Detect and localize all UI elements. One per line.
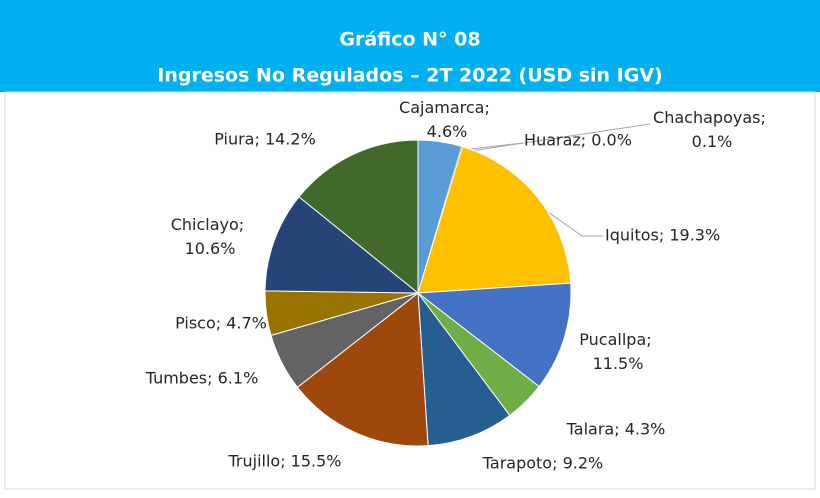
data-label: Chachapoyas; 0.1% — [653, 108, 771, 151]
data-label-line: Chachapoyas; — [653, 108, 771, 127]
data-label: Pisco; 4.7% — [175, 314, 267, 333]
data-label: Chiclayo; 10.6% — [171, 215, 250, 258]
pie-slice — [296, 292, 429, 447]
chart-subtitle: Ingresos No Regulados – 2T 2022 (USD sin… — [157, 65, 662, 87]
data-label: Tarapoto; 9.2% — [482, 454, 603, 473]
data-label: Cajamarca; 4.6% — [399, 98, 495, 141]
data-label: Tumbes; 6.1% — [145, 369, 259, 388]
pie-slice — [416, 282, 572, 388]
data-label: Talara; 4.3% — [566, 420, 666, 439]
data-label-line: Pucallpa; — [579, 330, 656, 349]
data-label-line: Chiclayo; — [171, 215, 250, 234]
data-label-line: 4.6% — [427, 122, 468, 141]
data-label-line: 0.1% — [692, 132, 733, 151]
pie-slice — [264, 196, 420, 294]
pie-slice — [298, 139, 419, 295]
data-label: Iquitos; 19.3% — [605, 226, 720, 245]
data-label-line: 10.6% — [185, 239, 236, 258]
data-label: Piura; 14.2% — [214, 130, 316, 149]
chart-title: Gráfico N° 08 — [339, 29, 480, 51]
leader-line — [537, 204, 603, 237]
data-label-line: 11.5% — [593, 354, 644, 373]
pie-slice — [417, 291, 511, 447]
pie-slice — [417, 145, 572, 294]
header-band — [0, 0, 820, 92]
data-label: Trujillo; 15.5% — [227, 452, 341, 471]
data-label: Pucallpa; 11.5% — [579, 330, 656, 373]
data-label: Huaraz; 0.0% — [524, 131, 632, 150]
data-label-line: Cajamarca; — [399, 98, 495, 117]
